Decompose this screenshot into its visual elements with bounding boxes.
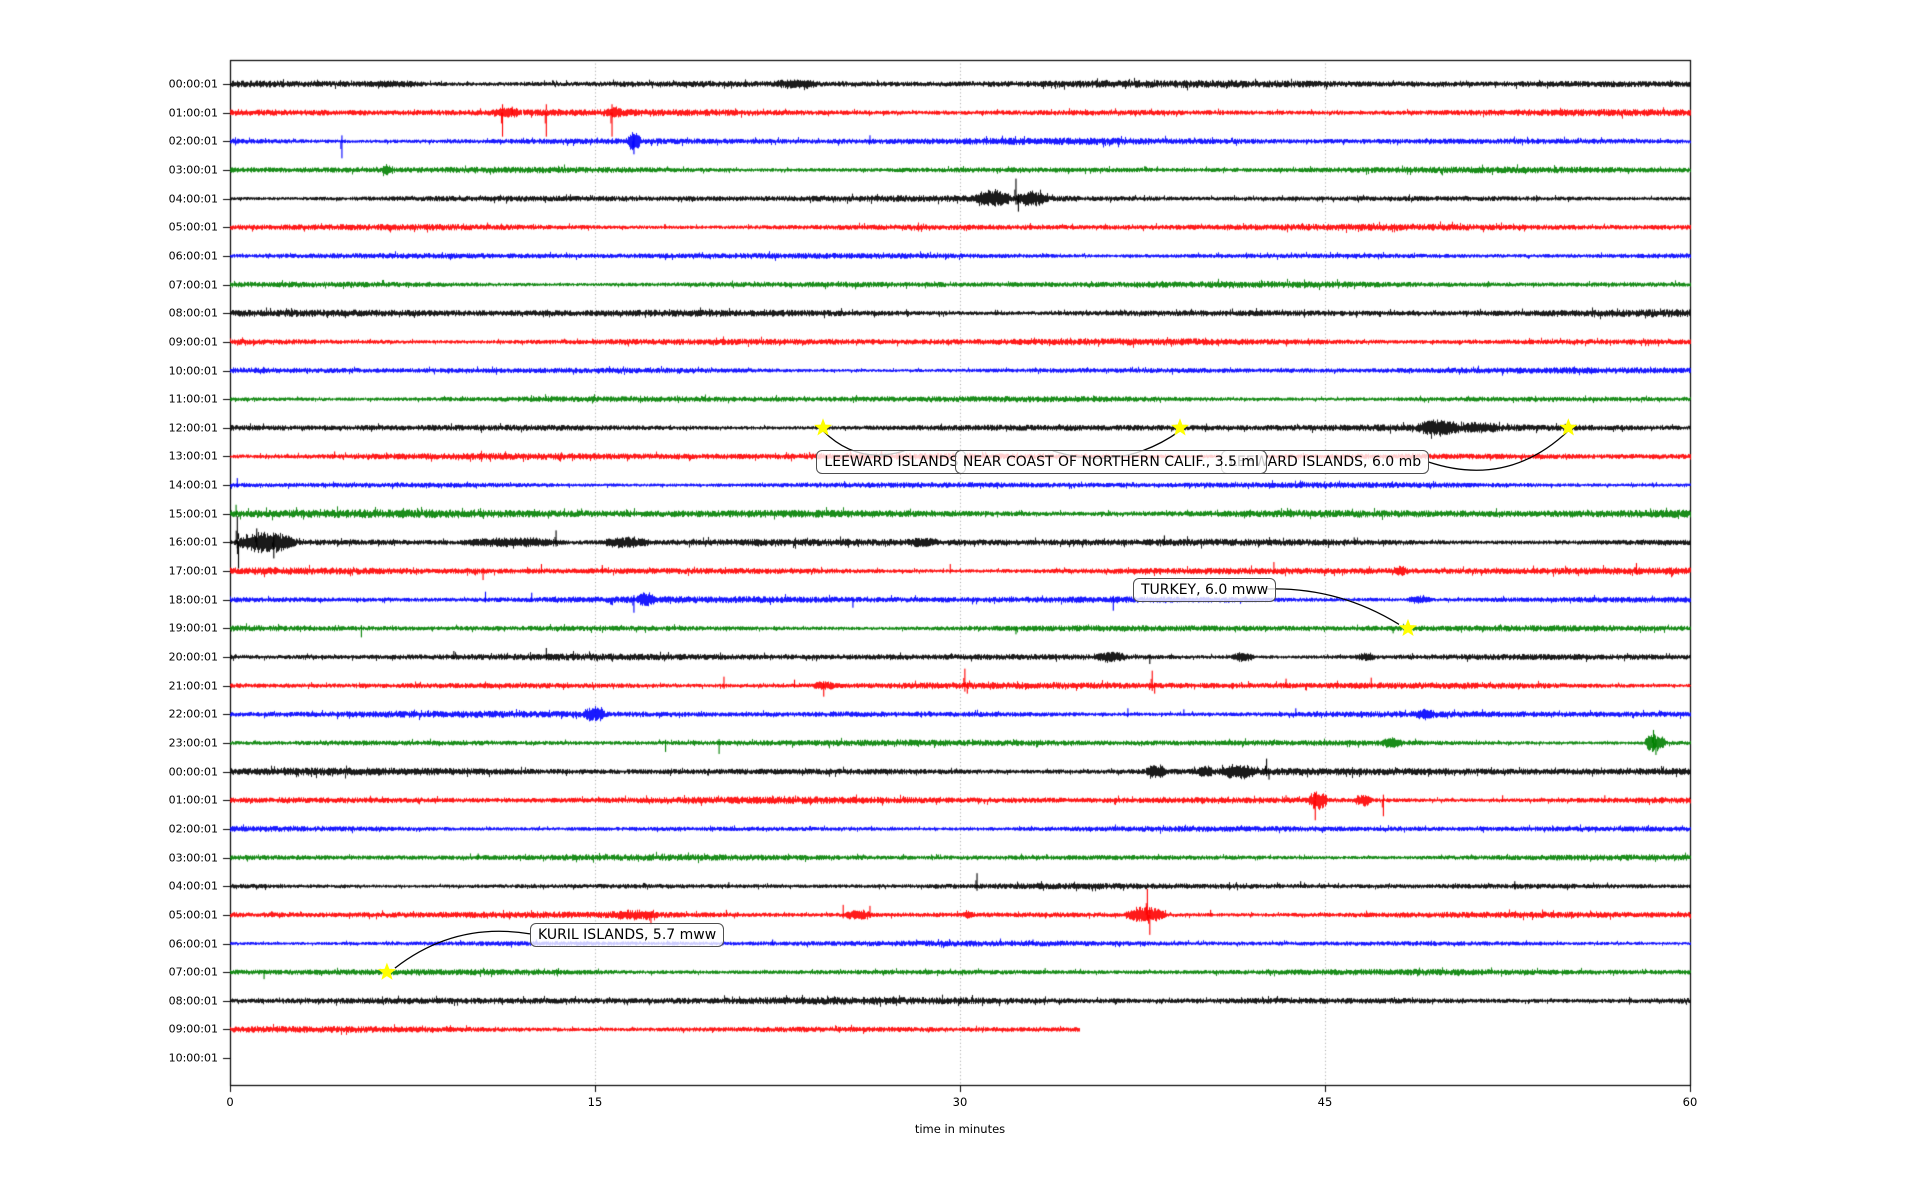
row-time-label: 23:00:01 xyxy=(168,736,218,750)
row-time-label: 04:00:01 xyxy=(168,879,218,893)
x-tick-label: 45 xyxy=(1317,1095,1333,1109)
row-time-label: 18:00:01 xyxy=(168,593,218,607)
row-time-label: 08:00:01 xyxy=(168,994,218,1008)
row-time-label: 01:00:01 xyxy=(168,793,218,807)
row-time-label: 10:00:01 xyxy=(168,364,218,377)
row-time-label: 15:00:01 xyxy=(168,507,218,521)
event-annotation: LEEWARD ISLANDS xyxy=(816,449,967,474)
row-time-label: 00:00:01 xyxy=(168,765,218,779)
row-time-label: 07:00:01 xyxy=(168,965,218,979)
row-time-label: 02:00:01 xyxy=(168,822,218,836)
row-time-label: 16:00:01 xyxy=(168,535,218,549)
row-time-label: 06:00:01 xyxy=(168,937,218,950)
row-time-label: 13:00:01 xyxy=(168,449,218,463)
row-time-label: 04:00:01 xyxy=(168,192,218,206)
row-time-label: 07:00:01 xyxy=(168,278,218,292)
row-time-label: 10:00:01 xyxy=(168,1051,218,1065)
row-time-label: 03:00:01 xyxy=(168,163,218,177)
row-time-label: 12:00:01 xyxy=(168,421,218,435)
row-time-label: 05:00:01 xyxy=(168,908,218,922)
row-time-label: 08:00:01 xyxy=(168,306,218,320)
row-time-label: 11:00:01 xyxy=(168,392,218,406)
row-time-label: 03:00:01 xyxy=(168,851,218,865)
row-time-label: 17:00:01 xyxy=(168,564,218,578)
row-time-label: 09:00:01 xyxy=(168,335,218,349)
row-time-label: 09:00:01 xyxy=(168,1022,218,1036)
row-time-label: 14:00:01 xyxy=(168,478,218,492)
event-annotation: NEAR COAST OF NORTHERN CALIF., 3.5 ml xyxy=(954,449,1267,474)
event-annotation: TURKEY, 6.0 mww xyxy=(1133,577,1277,602)
row-time-label: 20:00:01 xyxy=(168,650,218,664)
x-tick-label: 0 xyxy=(226,1095,234,1109)
row-time-label: 19:00:01 xyxy=(168,621,218,635)
x-axis-label: time in minutes xyxy=(914,1122,1006,1136)
row-time-label: 05:00:01 xyxy=(168,220,218,234)
row-time-label: 01:00:01 xyxy=(168,106,218,120)
x-tick-label: 15 xyxy=(587,1095,603,1109)
row-time-label: 21:00:01 xyxy=(168,679,218,693)
row-time-label: 00:00:01 xyxy=(168,77,218,91)
event-annotation: KURIL ISLANDS, 5.7 mww xyxy=(530,922,725,947)
row-time-label: 06:00:01 xyxy=(168,249,218,263)
row-time-label: 22:00:01 xyxy=(168,707,218,721)
x-tick-label: 30 xyxy=(952,1095,968,1109)
row-time-label: 02:00:01 xyxy=(168,134,218,148)
x-tick-label: 60 xyxy=(1682,1095,1698,1109)
